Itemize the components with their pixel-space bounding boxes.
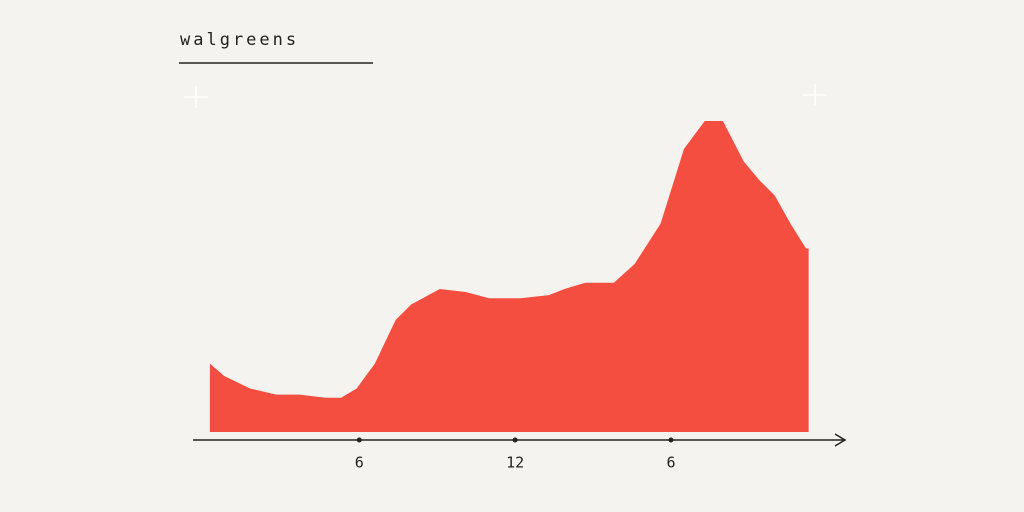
chart-title: walgreens xyxy=(180,30,299,50)
x-tick xyxy=(356,437,362,443)
area xyxy=(209,121,809,432)
x-tick-label: 6 xyxy=(666,454,675,472)
x-axis-arrow xyxy=(834,433,847,447)
x-tick-label: 12 xyxy=(506,454,524,472)
x-tick-label: 6 xyxy=(355,454,364,472)
x-tick xyxy=(668,437,674,443)
corner-marks xyxy=(184,84,827,108)
x-tick xyxy=(512,437,518,443)
